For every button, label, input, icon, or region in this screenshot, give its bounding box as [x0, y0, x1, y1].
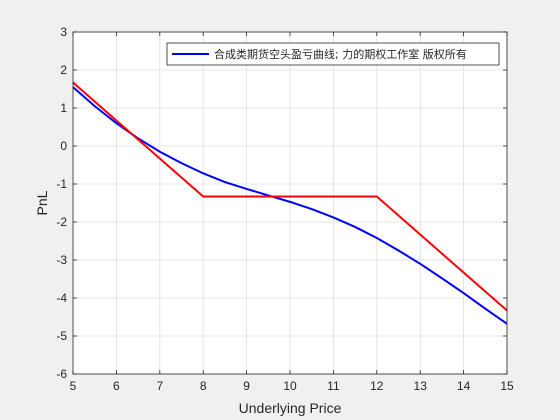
y-axis: -6 -5 -4 -3 -2 -1 0 1 2 3 [56, 25, 507, 381]
x-tick-label: 8 [200, 379, 207, 393]
x-axis: 5 6 7 8 9 10 11 12 13 14 15 [70, 32, 514, 393]
x-tick-label: 14 [457, 379, 471, 393]
x-tick-label: 13 [414, 379, 428, 393]
y-tick-label: -3 [56, 253, 67, 267]
y-tick-label: -6 [56, 367, 67, 381]
y-tick-label: -2 [56, 215, 67, 229]
y-tick-label: 2 [60, 63, 67, 77]
x-tick-label: 10 [283, 379, 297, 393]
x-tick-label: 5 [70, 379, 77, 393]
y-tick-label: -4 [56, 291, 67, 305]
x-tick-label: 9 [243, 379, 250, 393]
legend: 合成类期货空头盈亏曲线; 力的期权工作室 版权所有 [166, 42, 500, 66]
x-tick-label: 7 [156, 379, 163, 393]
legend-label-series-1: 合成类期货空头盈亏曲线; 力的期权工作室 版权所有 [214, 47, 467, 61]
y-tick-label: 3 [60, 25, 67, 39]
x-axis-label: Underlying Price [239, 400, 342, 416]
x-tick-label: 6 [113, 379, 120, 393]
series-layer [72, 81, 508, 325]
y-tick-label: -1 [56, 177, 67, 191]
x-tick-label: 11 [327, 379, 340, 393]
legend-box [166, 42, 500, 66]
y-tick-label: -5 [56, 329, 67, 343]
series-line-1 [72, 86, 508, 325]
x-tick-label: 12 [370, 379, 384, 393]
x-tick-label: 15 [500, 379, 514, 393]
y-tick-label: 1 [60, 101, 67, 115]
series-line-2 [72, 81, 508, 312]
y-tick-label: 0 [60, 139, 67, 153]
y-axis-label: PnL [34, 190, 50, 215]
